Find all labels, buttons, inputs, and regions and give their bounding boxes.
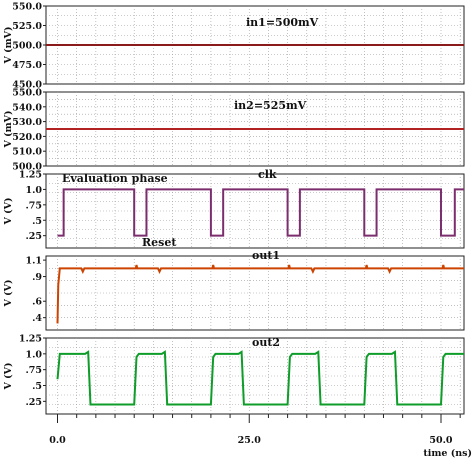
- x-tick-label: 0.0: [49, 435, 66, 446]
- y-tick-label: 540.0: [12, 102, 42, 113]
- y-tick-label: 510.0: [12, 147, 42, 158]
- y-axis-label: V (V): [3, 279, 14, 307]
- annotation-label: clk: [258, 168, 277, 181]
- y-tick-label: 530.0: [12, 117, 42, 128]
- y-tick-label: 1.0: [25, 185, 42, 196]
- y-tick-label: .25: [25, 397, 42, 408]
- y-tick-label: 525.0: [12, 21, 42, 32]
- y-tick-label: 1.1: [25, 256, 42, 267]
- y-axis-label: V (V): [3, 197, 14, 225]
- series-line-1: [56, 350, 464, 406]
- y-tick-label: 500.0: [12, 162, 42, 173]
- y-tick-label: .5: [32, 216, 42, 227]
- annotation-label: in2=525mV: [234, 99, 307, 112]
- y-tick-label: 500.0: [12, 41, 42, 52]
- x-axis: 0.0 25.0 50.0 time (ns): [49, 414, 472, 459]
- x-tick-label: 50.0: [429, 435, 453, 446]
- y-axis-label: V (mV): [3, 110, 14, 148]
- annotation-label: in1=500mV: [246, 16, 319, 29]
- annotation-label: out1: [252, 249, 280, 262]
- y-tick-label: 1.0: [25, 349, 42, 360]
- y-tick-label: 475.0: [12, 60, 42, 71]
- y-tick-label: .6: [32, 297, 42, 308]
- y-tick-label: 520.0: [12, 132, 42, 143]
- panel-3: 1.25 1.0 .75 .5 .25 V (V) clk Evaluation phase R…: [3, 168, 465, 249]
- y-tick-label: .4: [32, 313, 42, 324]
- annotation-label: out2: [252, 336, 280, 349]
- y-tick-label: 1.25: [19, 334, 42, 345]
- y-axis-label: V (V): [3, 362, 14, 390]
- series-line-1: [56, 264, 464, 324]
- plot-frame: [45, 337, 465, 415]
- y-tick-label: 550.0: [12, 88, 42, 99]
- x-tick-label: 25.0: [238, 435, 262, 446]
- panel-2: 550.0 540.0 530.0 520.0 510.0 500.0 V (mV) in2=…: [3, 88, 465, 173]
- panel-4: 1.1 .9 .6 .4 V (V) out1: [3, 249, 465, 331]
- y-axis-label: V (mV): [3, 26, 14, 64]
- evaluation-phase-label: Evaluation phase: [62, 172, 168, 185]
- x-axis-label: time (ns): [423, 448, 472, 459]
- y-tick-label: .75: [25, 365, 42, 376]
- y-tick-label: 550.0: [12, 2, 42, 13]
- reset-label: Reset: [142, 236, 177, 249]
- panel-5: 1.25 1.0 .75 .5 .25 V (V) out2: [3, 334, 465, 415]
- panel-1: 550.0 525.0 500.0 475.0 450.0 V (mV) in1=500mV: [3, 2, 465, 91]
- plot-frame: [45, 255, 465, 331]
- y-tick-label: .25: [25, 231, 42, 242]
- y-tick-label: .5: [32, 381, 42, 392]
- plot-frame: [45, 173, 465, 249]
- y-tick-label: 1.25: [19, 170, 42, 181]
- series-line-1: [57, 188, 464, 237]
- y-tick-label: 450.0: [12, 80, 42, 91]
- y-tick-label: .9: [32, 272, 42, 283]
- y-tick-label: .75: [25, 200, 42, 211]
